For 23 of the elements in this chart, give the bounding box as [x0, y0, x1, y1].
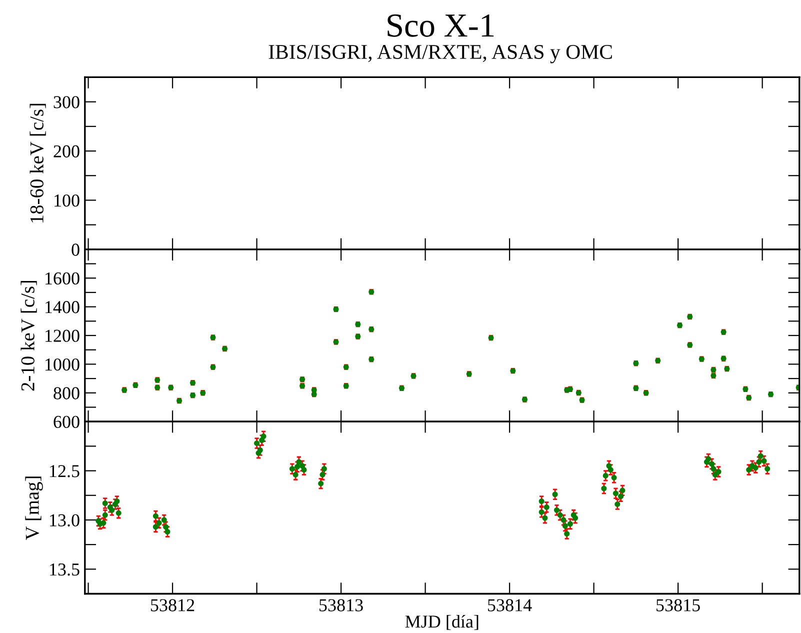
y-tick-label: 13.0: [50, 514, 80, 526]
chart-subtitle: IBIS/ISGRI, ASM/RXTE, ASAS y OMC: [268, 44, 612, 64]
y-tick-label: 13.5: [50, 563, 80, 576]
y-tick-label: 200: [54, 145, 80, 158]
y-axis-title: V [mag]: [25, 476, 43, 540]
x-tick-label: 53814: [488, 599, 532, 612]
y-tick-label: 1000: [46, 358, 80, 371]
y-tick-label: 12.5: [50, 465, 80, 478]
y-axis-title: 18-60 keV [c/s]: [30, 104, 46, 222]
y-tick-label: 1400: [46, 301, 80, 314]
x-axis-title: MJD [día]: [405, 614, 478, 630]
x-tick-label: 53813: [320, 599, 363, 612]
y-axis-title: 2-10 keV [c/s]: [20, 280, 37, 391]
y-tick-label: 1600: [46, 272, 80, 285]
x-tick-label: 53815: [656, 599, 700, 612]
y-tick-label: 600: [54, 416, 80, 428]
y-tick-label: 300: [54, 96, 80, 108]
x-tick-label: 53812: [151, 599, 194, 612]
y-tick-label: 0: [72, 244, 80, 256]
chart-title: Sco X-1: [388, 14, 494, 37]
y-tick-label: 1200: [46, 330, 80, 342]
y-tick-label: 100: [54, 194, 80, 207]
y-tick-label: 800: [54, 387, 80, 400]
